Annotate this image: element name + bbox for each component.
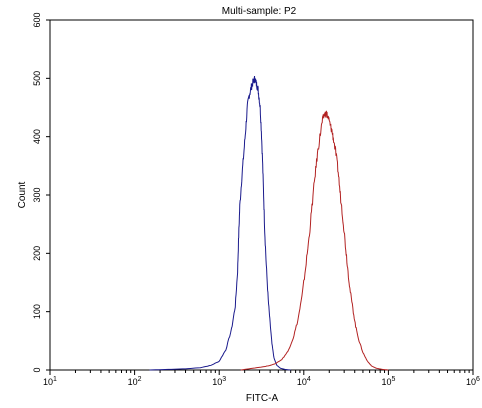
- x-tick-label: 106: [466, 376, 480, 387]
- x-tick-label: 101: [43, 376, 57, 387]
- x-axis-label: FITC-A: [246, 393, 279, 404]
- y-tick-label: 100: [32, 304, 42, 319]
- x-tick-base: 10: [212, 377, 222, 387]
- y-tick-label: 400: [32, 129, 42, 144]
- y-tick-label: 200: [32, 246, 42, 261]
- x-tick-label: 102: [128, 376, 142, 387]
- x-tick-label: 103: [212, 376, 226, 387]
- series-layer: [149, 75, 389, 371]
- x-tick-base: 10: [128, 377, 138, 387]
- x-tick-exponent: 5: [391, 376, 395, 383]
- x-tick-exponent: 6: [476, 376, 480, 383]
- x-axis-ticks: 101 102 103 104 105 106: [43, 370, 480, 387]
- x-tick-exponent: 3: [222, 376, 226, 383]
- chart-title: Multi-sample: P2: [222, 6, 297, 17]
- x-tick-label: 104: [297, 376, 311, 387]
- x-tick-exponent: 1: [53, 376, 57, 383]
- x-tick-label: 105: [381, 376, 395, 387]
- x-tick-exponent: 4: [307, 376, 311, 383]
- x-tick-base: 10: [381, 377, 391, 387]
- x-tick-base: 10: [43, 377, 53, 387]
- series-line-2: [240, 110, 389, 371]
- x-tick-base: 10: [466, 377, 476, 387]
- y-tick-label: 500: [32, 71, 42, 86]
- y-axis-ticks: 0 100 200 300 400 500 600: [32, 12, 50, 373]
- y-axis-label: Count: [17, 181, 28, 208]
- x-tick-base: 10: [297, 377, 307, 387]
- y-tick-label: 300: [32, 187, 42, 202]
- y-tick-label: 0: [32, 367, 42, 372]
- y-tick-label: 600: [32, 12, 42, 27]
- x-tick-exponent: 2: [138, 376, 142, 383]
- plot-frame: [49, 19, 474, 371]
- series-line-1: [149, 75, 291, 371]
